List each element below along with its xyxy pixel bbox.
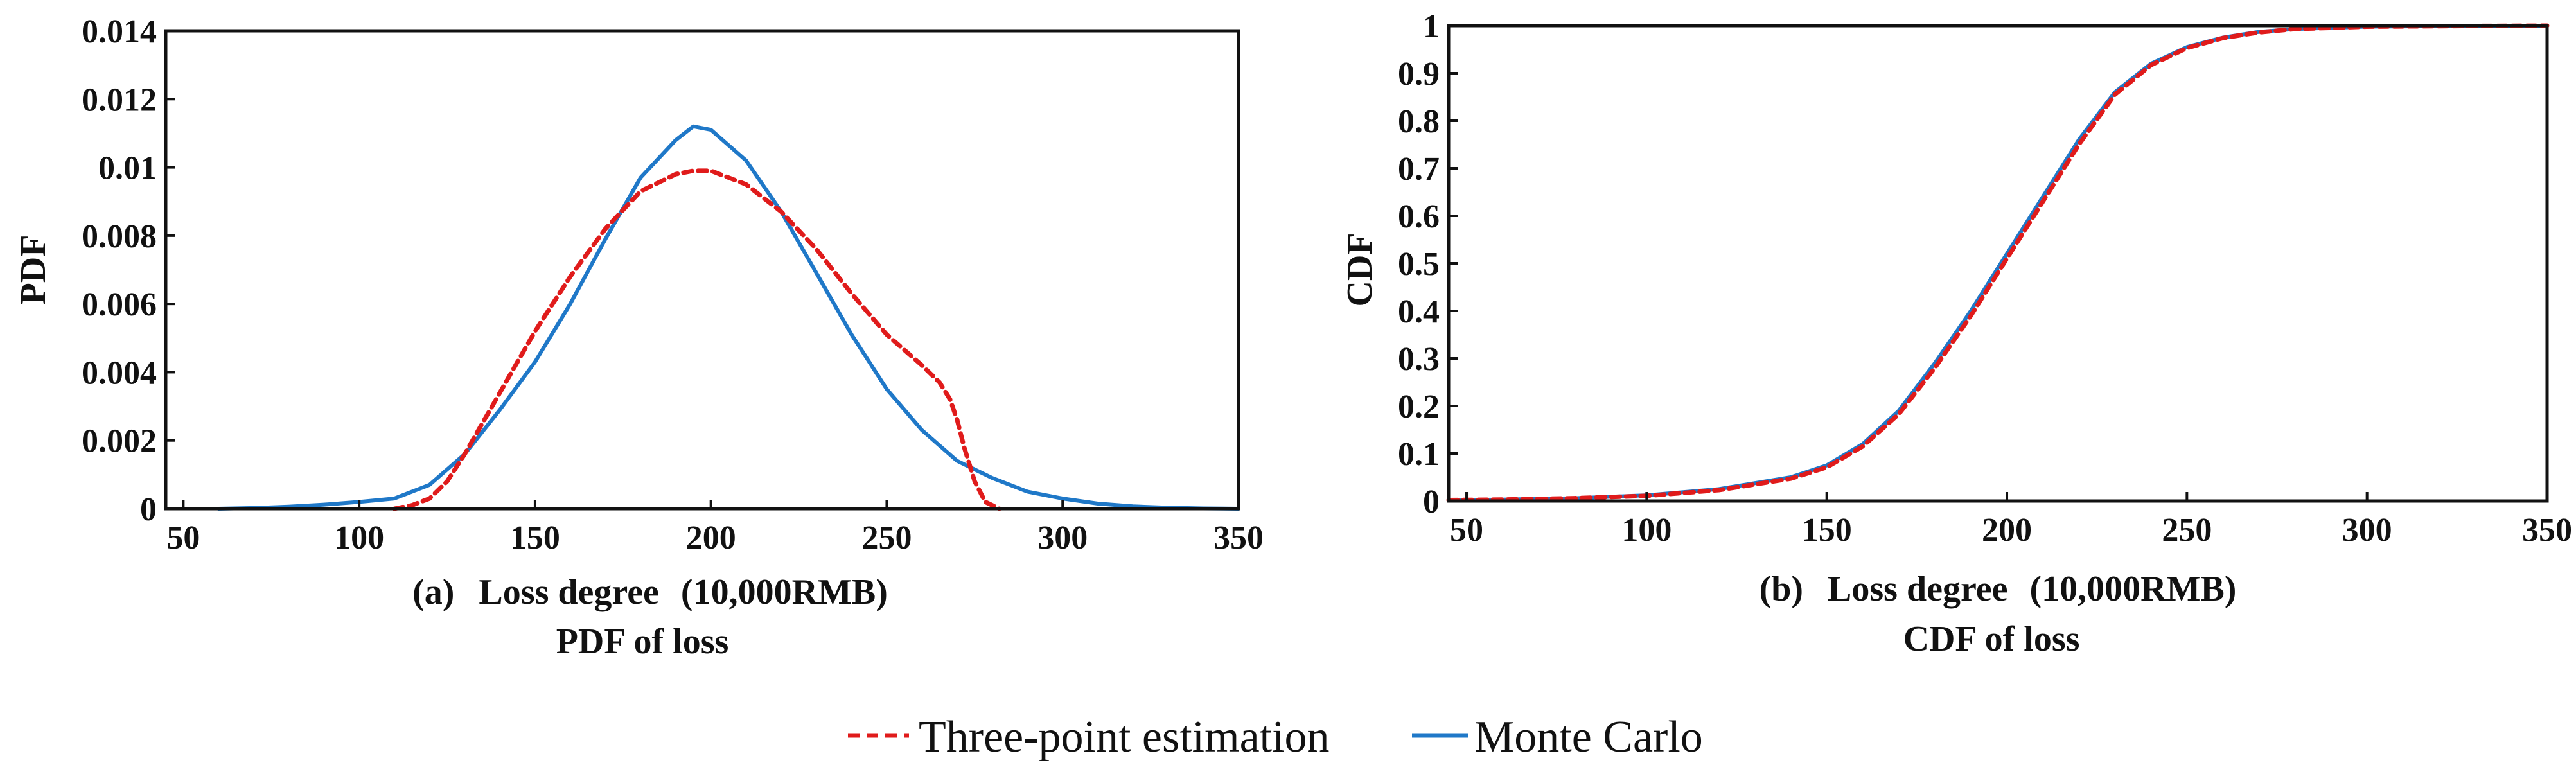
panel-b-ytick-label: 0.5 xyxy=(1398,246,1440,283)
panel-a-ytick-label: 0.008 xyxy=(82,218,157,255)
panel-b-ytick-label: 0.7 xyxy=(1398,151,1440,188)
panel-b-cdf-chart: 50 100 150 200 250 300 350 0 0.1 0.2 0.3 0.4 0.5 0.6… xyxy=(1340,8,2572,659)
panel-a-caption: PDF of loss xyxy=(556,622,729,662)
panel-b-xlabel: (b) Loss degree (10,000RMB) xyxy=(1760,569,2237,609)
panel-b-ytick-label: 0 xyxy=(1423,484,1440,520)
panel-b-ytick-label: 0.3 xyxy=(1398,341,1440,378)
panel-b-xtick-label: 150 xyxy=(1802,512,1852,549)
panel-b-xtick-label: 250 xyxy=(2162,512,2212,549)
panel-a-xtick-label: 50 xyxy=(166,520,200,556)
panel-a-ytick-label: 0 xyxy=(140,491,157,528)
legend-label-three-point: Three-point estimation xyxy=(919,712,1330,762)
panel-b-ytick-label: 0.4 xyxy=(1398,294,1440,330)
panel-a-pdf-chart: 50 100 150 200 250 300 350 0 0.002 0.004 0.006 0.0… xyxy=(13,13,1264,662)
panel-b-ytick-label: 0.1 xyxy=(1398,436,1440,473)
panel-a-series-monte-carlo xyxy=(216,124,1240,511)
panel-a-xtick-label: 250 xyxy=(861,520,912,556)
panel-a-ytick-label: 0.006 xyxy=(82,286,157,323)
panel-a-xtick-label: 100 xyxy=(334,520,384,556)
panel-a-xtick-label: 200 xyxy=(686,520,736,556)
panel-b-ytick-label: 0.9 xyxy=(1398,56,1440,92)
panel-a-ytick-label: 0.004 xyxy=(82,355,157,391)
panel-a-label: (a) xyxy=(412,572,454,612)
panel-b-ylabel: CDF xyxy=(1340,233,1380,306)
panel-b-series-monte-carlo xyxy=(1447,24,2549,502)
panel-a-xtick-label: 150 xyxy=(510,520,560,556)
panel-a-xlabel: (a) Loss degree (10,000RMB) xyxy=(412,572,888,612)
panel-a-xlabel-text: Loss degree xyxy=(479,572,659,612)
panel-b-ytick-label: 0.6 xyxy=(1398,198,1440,235)
panel-a-ytick-label: 0.012 xyxy=(82,82,157,118)
panel-b-xtick-label: 100 xyxy=(1621,512,1672,549)
panel-b-ytick-label: 0.2 xyxy=(1398,389,1440,425)
panel-a-series-three-point-estimation xyxy=(392,168,1002,511)
panel-a-xtick-label: 300 xyxy=(1037,520,1088,556)
panel-b-xtick-label: 350 xyxy=(2522,512,2572,549)
panel-b-label: (b) xyxy=(1760,569,1803,609)
panel-b-plot-frame xyxy=(1447,24,2549,503)
panel-b-ytick-label: 0.8 xyxy=(1398,103,1440,140)
panel-b-ytick-label: 1 xyxy=(1423,8,1440,45)
legend: Three-point estimation Monte Carlo xyxy=(848,712,1703,762)
panel-b-caption: CDF of loss xyxy=(1903,619,2080,659)
panel-a-ytick-label: 0.01 xyxy=(98,150,157,187)
panel-b-xtick-label: 200 xyxy=(1982,512,2032,549)
panel-b-xtick-label: 300 xyxy=(2342,512,2392,549)
legend-label-monte-carlo: Monte Carlo xyxy=(1474,712,1703,762)
panel-a-xlabel-unit: (10,000RMB) xyxy=(681,572,888,612)
panel-a-ytick-label: 0.002 xyxy=(82,423,157,460)
panel-b-xlabel-unit: (10,000RMB) xyxy=(2030,569,2237,609)
panel-b-series-three-point-estimation xyxy=(1446,23,2550,502)
panel-a-ylabel: PDF xyxy=(13,235,53,305)
panel-a-xtick-label: 350 xyxy=(1213,520,1264,556)
panel-a-plot-frame xyxy=(164,29,1240,511)
panel-b-xtick-label: 50 xyxy=(1450,512,1483,549)
panel-b-xlabel-text: Loss degree xyxy=(1828,569,2008,609)
panel-a-ytick-label: 0.014 xyxy=(82,13,157,50)
